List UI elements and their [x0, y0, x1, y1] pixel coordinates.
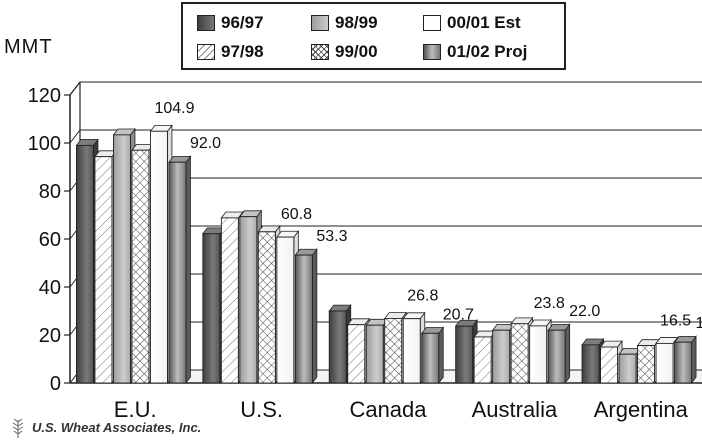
- legend: 96/97 98/99 00/01 Est 97/98 99/00 01/02 …: [181, 2, 566, 70]
- data-label: 92.0: [190, 135, 221, 152]
- category-label: Canada: [349, 397, 427, 422]
- data-labels: 104.9 92.0 60.853.3 26.8 20.7 23.822.0 16.5 17.…: [154, 100, 702, 332]
- bar: [168, 155, 192, 385]
- y-tick-label: 20: [39, 325, 61, 347]
- category-label: U.S.: [240, 397, 283, 422]
- legend-label: 00/01 Est: [447, 13, 521, 32]
- legend-swatch-dark-gradient: [423, 44, 441, 60]
- data-label: 22.0: [569, 303, 600, 320]
- y-tick-label: 60: [39, 229, 61, 251]
- legend-item: 98/99: [311, 11, 378, 35]
- legend-item: 99/00: [311, 40, 378, 64]
- y-tick-label: 100: [28, 133, 61, 155]
- legend-swatch-dark: [197, 15, 215, 31]
- bars: [75, 124, 697, 385]
- legend-label: 96/97: [221, 13, 264, 32]
- data-label: 26.8: [407, 288, 438, 305]
- footer-text: U.S. Wheat Associates, Inc.: [32, 419, 202, 435]
- legend-item: 01/02 Proj: [423, 40, 527, 64]
- legend-swatch-medium: [311, 15, 329, 31]
- legend-item: 00/01 Est: [423, 11, 521, 35]
- legend-label: 99/00: [335, 42, 378, 61]
- data-label: 23.8: [534, 295, 565, 312]
- y-tick-label: 80: [39, 181, 61, 203]
- legend-swatch-hatch: [197, 44, 215, 60]
- y-tick-label: 120: [28, 85, 61, 107]
- data-label: 16.5: [660, 312, 691, 329]
- bar: [294, 248, 318, 385]
- category-labels: E.U. U.S. Canada Australia Argentina: [114, 397, 689, 422]
- y-axis-label: MMT: [4, 36, 53, 58]
- footer: U.S. Wheat Associates, Inc.: [10, 416, 201, 438]
- legend-label: 98/99: [335, 13, 378, 32]
- y-tick-label: 0: [50, 373, 61, 395]
- data-label: 17.0: [696, 315, 702, 332]
- data-label: 20.7: [443, 306, 474, 323]
- bar: [673, 335, 697, 385]
- bar: [547, 323, 571, 385]
- legend-label: 01/02 Proj: [447, 42, 528, 61]
- legend-label: 97/98: [221, 42, 264, 61]
- legend-item: 96/97: [197, 11, 264, 35]
- gridline-diag: [69, 129, 81, 144]
- category-label: Argentina: [594, 397, 689, 422]
- bar: [420, 326, 445, 385]
- data-label: 60.8: [281, 206, 312, 223]
- data-label: 53.3: [316, 228, 347, 245]
- legend-swatch-white: [423, 15, 441, 31]
- category-label: E.U.: [114, 397, 157, 422]
- category-label: Australia: [472, 397, 558, 422]
- legend-item: 97/98: [197, 40, 264, 64]
- wheat-icon: [12, 418, 24, 438]
- legend-swatch-crosshatch: [311, 44, 329, 60]
- data-label: 104.9: [154, 100, 194, 117]
- y-tick-label: 40: [39, 277, 61, 299]
